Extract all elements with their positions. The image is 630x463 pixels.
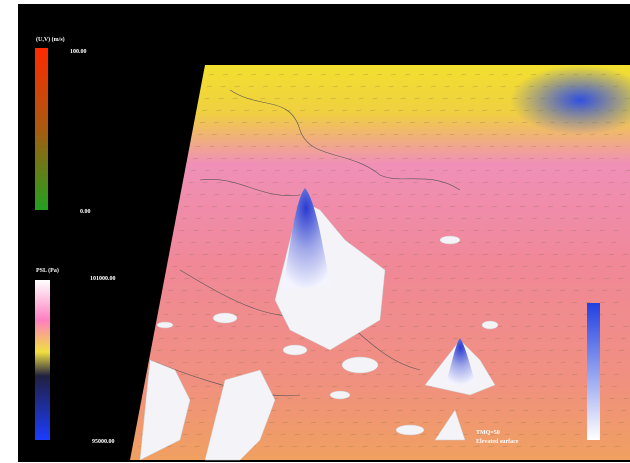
legend-max: 101000.00: [90, 276, 116, 282]
storm-peak: [445, 338, 476, 385]
clouds: [139, 199, 499, 461]
legend-title: (U,V) (m/s): [36, 36, 65, 43]
low-pressure: [510, 65, 630, 135]
annotation: Elevated surface: [476, 439, 519, 445]
legend-min: 0.00: [80, 209, 91, 215]
psl-colorbar: [35, 280, 50, 440]
storm-peak: [282, 188, 330, 290]
legend-max: 100.00: [70, 49, 87, 55]
annotation: TMQ=50: [476, 430, 500, 436]
wind-arrows: [138, 73, 630, 448]
uv-colorbar: [35, 48, 48, 210]
surface: [130, 65, 630, 460]
legend-min: 95000.00: [92, 439, 115, 445]
legend-title: PSL (Pa): [36, 267, 59, 274]
tmq-colorbar: [587, 303, 600, 440]
